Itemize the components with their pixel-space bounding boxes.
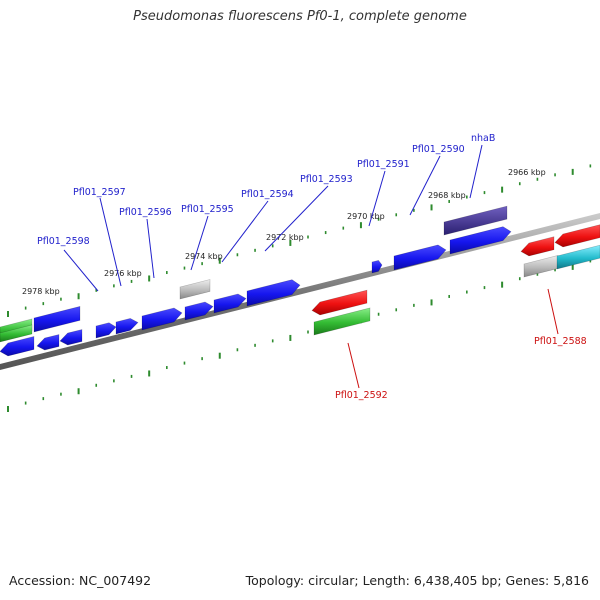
gene-label[interactable]: Pfl01_2595 bbox=[181, 204, 234, 215]
gene-arrow-blue bbox=[141, 307, 183, 331]
leader-line bbox=[368, 170, 386, 227]
gene-arrow-blue bbox=[246, 279, 301, 307]
scale-label: 2966 kbp bbox=[508, 168, 546, 177]
scale-label: 2968 kbp bbox=[428, 191, 466, 200]
gene-arrow-blue bbox=[213, 293, 247, 314]
leader-line bbox=[63, 249, 99, 292]
leader-line bbox=[264, 185, 329, 252]
gene-arrows bbox=[0, 205, 600, 357]
label-leader-lines bbox=[63, 144, 559, 389]
scale-label: 2972 kbp bbox=[266, 233, 304, 242]
leader-line bbox=[99, 197, 122, 287]
gene-label[interactable]: Pfl01_2592 bbox=[335, 390, 388, 401]
leader-line bbox=[190, 215, 209, 271]
scale-label: 2978 kbp bbox=[22, 287, 60, 296]
gene-label[interactable]: Pfl01_2594 bbox=[241, 189, 294, 200]
scale-label: 2974 kbp bbox=[185, 252, 223, 261]
gene-label[interactable]: Pfl01_2590 bbox=[412, 144, 465, 155]
leader-line bbox=[409, 155, 441, 216]
gene-arrow-red bbox=[520, 236, 555, 257]
leader-line bbox=[547, 288, 559, 335]
leader-line bbox=[347, 342, 360, 389]
gene-label[interactable]: Pfl01_2593 bbox=[300, 174, 353, 185]
gene-label[interactable]: Pfl01_2588 bbox=[534, 336, 587, 347]
gene-label[interactable]: nhaB bbox=[471, 133, 495, 144]
gene-arrow-green bbox=[0, 324, 33, 343]
gene-arrow-blue bbox=[33, 306, 81, 333]
gene-arrow-blue bbox=[449, 226, 512, 255]
scale-label: 2970 kbp bbox=[347, 212, 385, 221]
gene-arrow-blue bbox=[95, 322, 117, 339]
gene-arrow-blue bbox=[59, 329, 83, 346]
gene-arrow-gray bbox=[179, 279, 211, 300]
gene-arrow-red bbox=[311, 289, 368, 316]
gene-arrow-blue bbox=[371, 260, 383, 274]
gene-arrow-green bbox=[313, 307, 371, 336]
gene-labels: Pfl01_2598 Pfl01_2597 Pfl01_2596 Pfl01_2595… bbox=[37, 133, 587, 401]
accession-text: Accession: NC_007492 bbox=[9, 573, 152, 588]
gene-label[interactable]: Pfl01_2598 bbox=[37, 236, 90, 247]
gene-arrow-blue bbox=[393, 244, 447, 271]
gene-arrow-blue bbox=[36, 334, 60, 351]
gene-arrow-gray bbox=[523, 255, 559, 278]
page-title: Pseudomonas fluorescens Pf0-1, complete … bbox=[133, 9, 467, 24]
scale-ticks bbox=[7, 164, 592, 412]
leader-line bbox=[146, 218, 155, 279]
topology-text: Topology: circular; Length: 6,438,405 bp… bbox=[245, 573, 589, 588]
gene-label[interactable]: Pfl01_2596 bbox=[119, 207, 172, 218]
gene-label[interactable]: Pfl01_2597 bbox=[73, 187, 126, 198]
gene-label[interactable]: Pfl01_2591 bbox=[357, 159, 410, 170]
gene-arrow-blue bbox=[115, 318, 139, 335]
gene-arrow-red bbox=[554, 224, 600, 248]
gene-arrow-blue bbox=[184, 301, 214, 321]
scale-labels: 2978 kbp 2976 kbp 2974 kbp 2972 kbp 2970 kbp… bbox=[22, 168, 546, 296]
scale-label: 2976 kbp bbox=[104, 269, 142, 278]
leader-line bbox=[469, 144, 483, 199]
gene-arrow-blue bbox=[0, 336, 35, 357]
gene-arrow-purple bbox=[443, 205, 508, 236]
leader-line bbox=[221, 200, 269, 263]
gene-arrow-cyan bbox=[556, 244, 600, 270]
